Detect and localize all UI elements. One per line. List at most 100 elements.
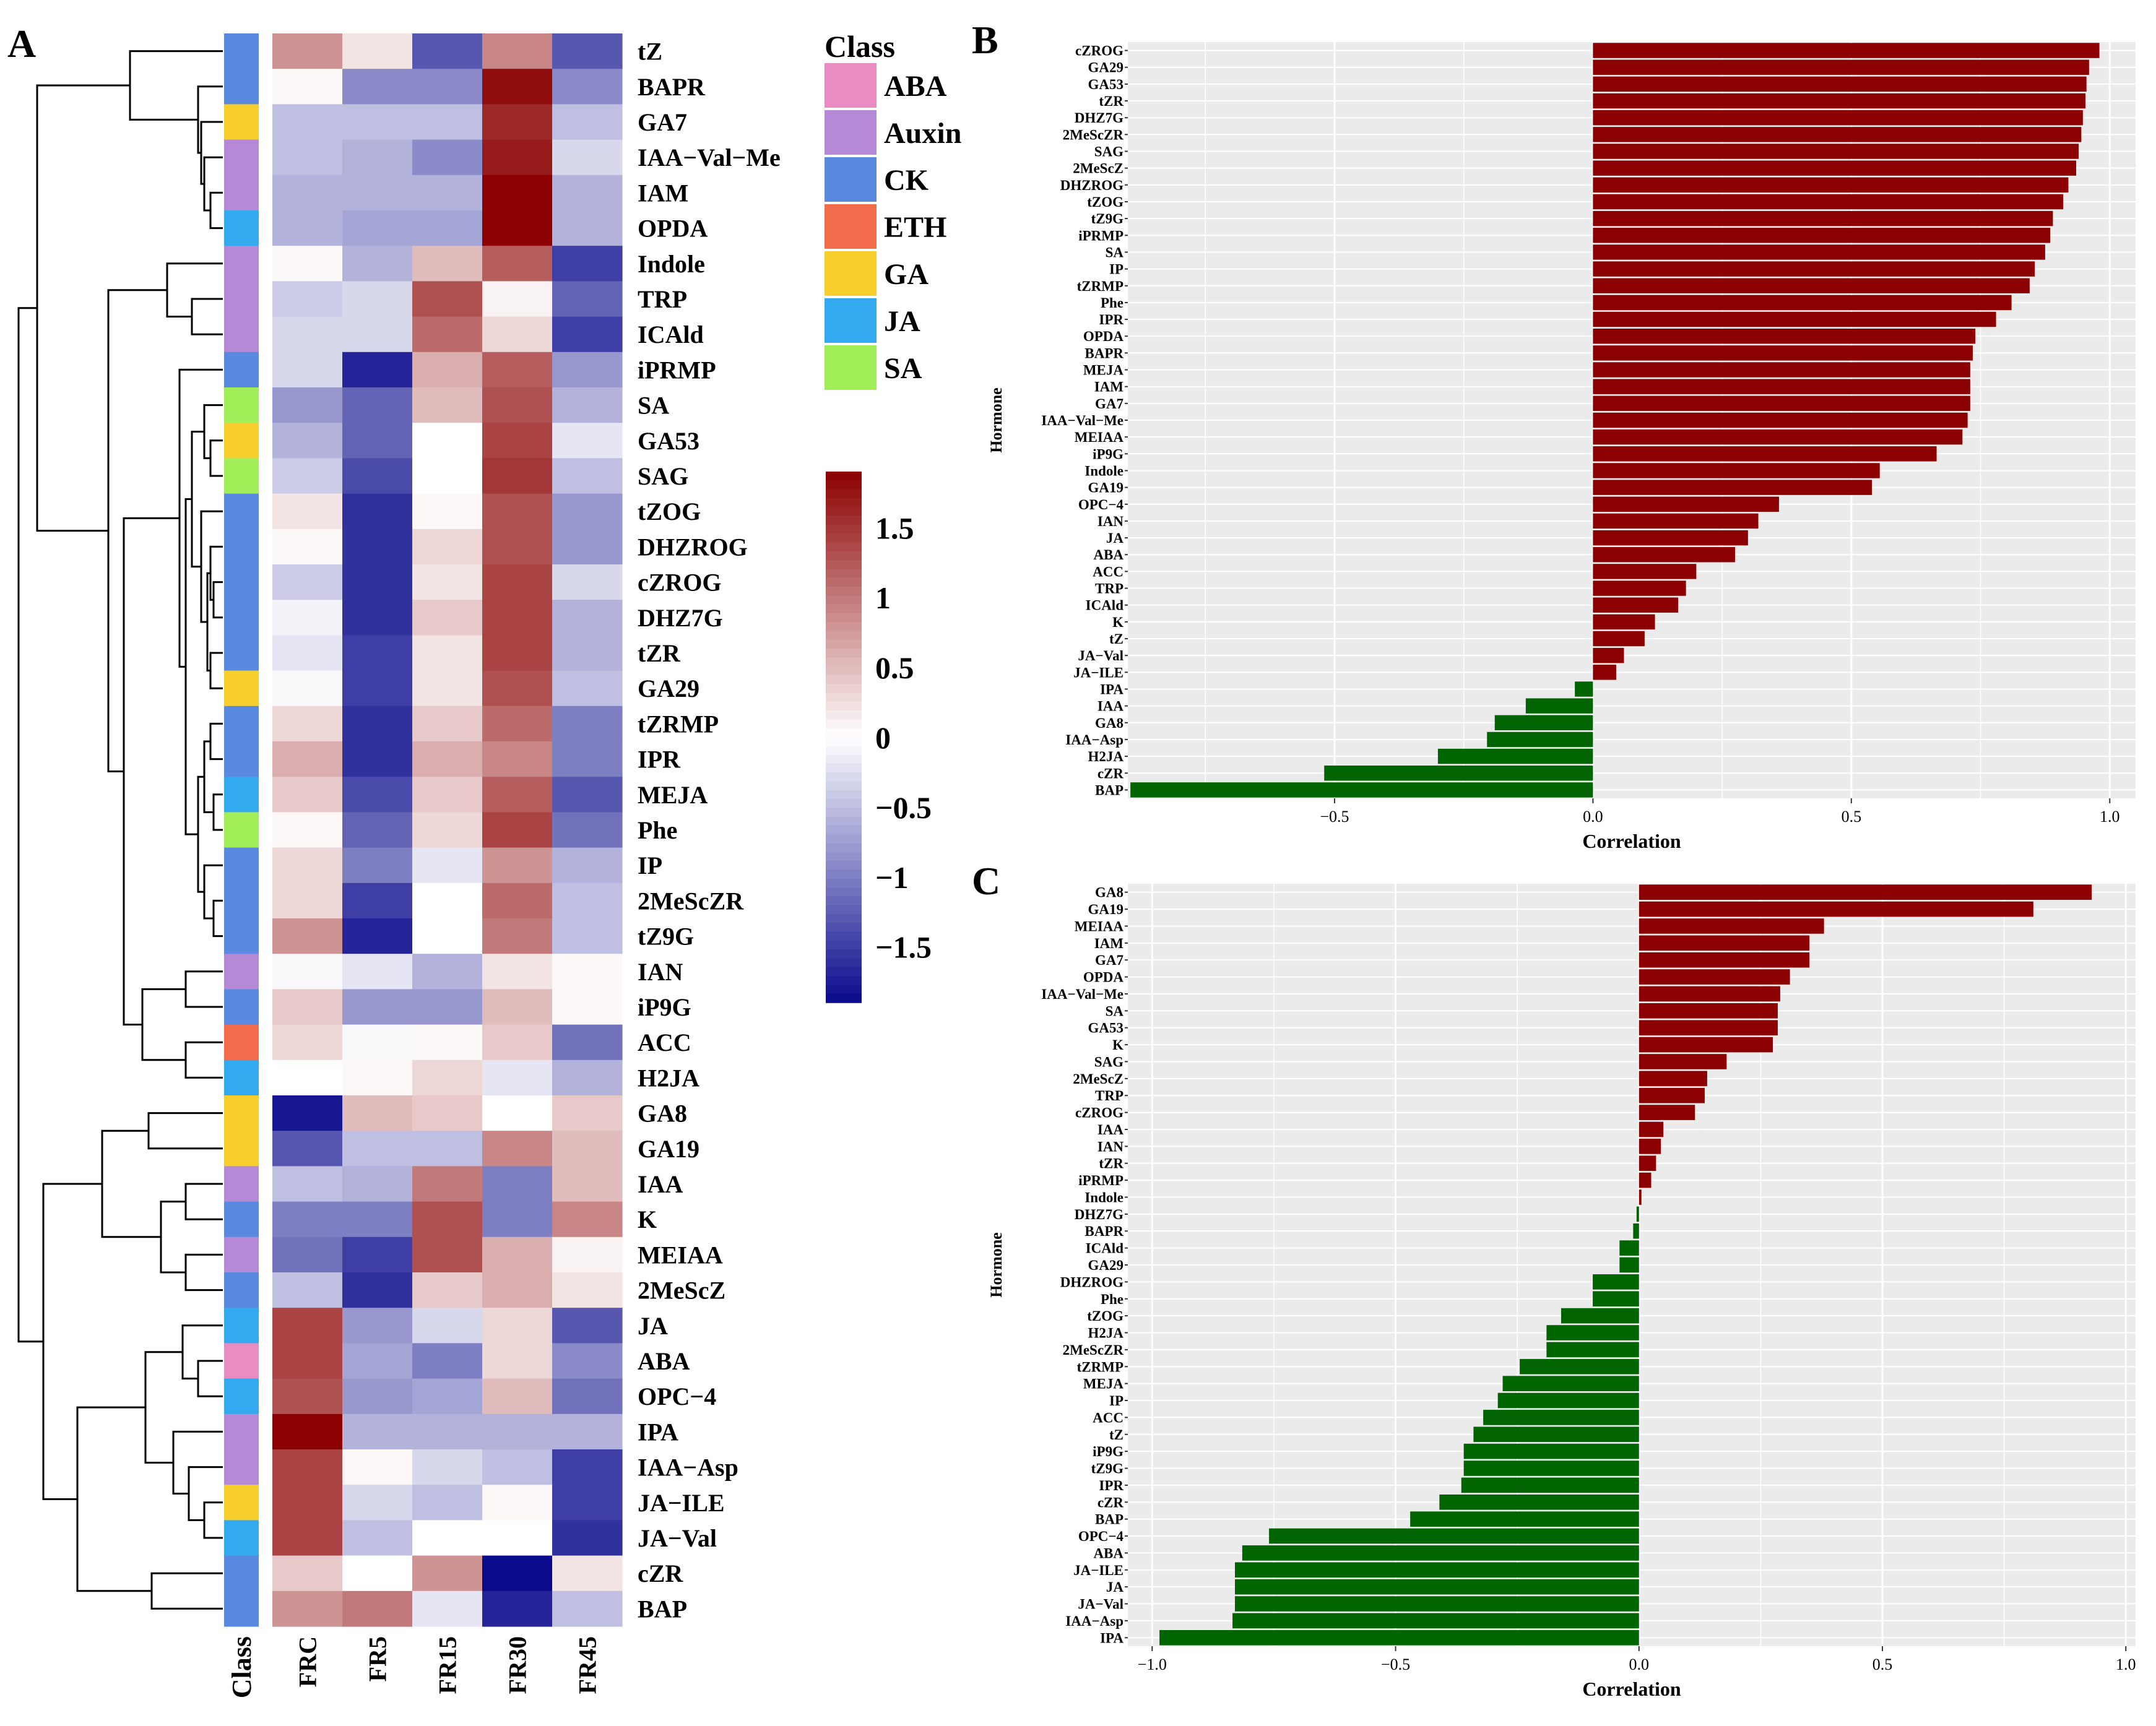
heatmap-cell [552,600,623,636]
heatmap-cell [412,954,483,990]
bar-IPA [1159,1629,1639,1646]
category-label: IPA [1100,681,1123,697]
category-label: MEIAA [1075,918,1124,934]
color-scale-step [826,940,862,950]
heatmap-cell [342,281,413,317]
heatmap-cell [412,423,483,459]
dendrogram-branch [107,289,167,772]
heatmap-cell [412,882,483,919]
bar-Phe [1593,295,2012,311]
heatmap-cell [272,918,343,954]
heatmap-cell [552,529,623,565]
heatmap-cell [272,1059,343,1096]
dendrogram-branch [141,988,186,1061]
heatmap-cell [412,670,483,707]
color-scale-step [826,569,862,579]
category-label: JA−ILE [1073,1563,1123,1578]
heatmap-cell [412,1520,483,1556]
heatmap-row-label: tZ [638,38,662,66]
bar-JA−Val [1235,1596,1639,1612]
color-scale-tick-label: −1 [875,860,909,895]
heatmap-cell [552,1378,623,1415]
heatmap-cell [482,69,553,105]
bar-2MeScZ [1593,160,2076,176]
bar-tZRMP [1593,278,2030,293]
dendrogram-branch [212,581,223,619]
heatmap-cell [272,1343,343,1379]
dendrogram-branch [184,970,223,1008]
bar-cZROG [1639,1105,1695,1120]
heatmap-column-label: FR5 [364,1636,392,1681]
bar-DHZ7G [1636,1206,1639,1222]
class-legend-label: CK [884,164,929,197]
category-label: IAA [1097,699,1124,714]
color-scale-step [826,701,862,711]
category-label: OPDA [1083,329,1124,344]
heatmap-cell [412,1059,483,1096]
color-scale-step [826,480,862,490]
bar-2MeScZR [1546,1342,1639,1358]
color-scale-step [826,639,862,649]
heatmap-row-labels: tZ BAPR GA7 IAA−Val−Me IAM OPDA Indole TRP ICAld… [638,38,781,1623]
heatmap-cell [552,954,623,990]
heatmap-cell [412,1590,483,1627]
heatmap-cell [552,882,623,919]
heatmap-cell [482,33,553,69]
dendrogram-branch [191,298,223,335]
heatmap-cell [412,493,483,530]
color-scale-step [826,675,862,684]
heatmap-cell [552,1201,623,1238]
heatmap-cell [342,1308,413,1344]
dendrogram-branch [209,191,223,230]
heatmap-cell [552,1413,623,1450]
bar-H2JA [1546,1325,1639,1340]
bar-2MeScZ [1639,1071,1707,1087]
class-cell-JA−ILE [224,1485,259,1521]
heatmap-cell [412,139,483,176]
category-label: JA−ILE [1073,665,1123,680]
heatmap-row-label: tZOG [638,498,701,525]
bar-IAA [1639,1121,1664,1137]
color-scale-tick-label: 0 [875,720,891,755]
heatmap-cell [342,1095,413,1131]
heatmap-cell [342,529,413,565]
heatmap-row-label: tZR [638,639,681,667]
heatmap-cell [342,706,413,742]
heatmap-cell [482,635,553,671]
category-label: Phe [1101,1292,1123,1307]
heatmap-cell [342,670,413,707]
heatmap-cell [552,69,623,105]
heatmap-cell [482,741,553,777]
category-label: tZ9G [1091,211,1124,227]
heatmap-cell [412,529,483,565]
bar-GA8 [1494,715,1593,731]
color-scale-step [826,843,862,853]
category-label: 2MeScZR [1063,127,1124,142]
panel-c-label: C [972,859,1000,903]
heatmap-cell [272,1590,343,1627]
category-label: IAA−Val−Me [1041,986,1123,1002]
color-scale-step [826,613,862,623]
color-scale-step [826,958,862,968]
panel-a-label: A [7,22,36,66]
heatmap-cell [482,387,553,423]
category-label: GA7 [1095,396,1123,412]
class-cell-JA−Val [224,1520,259,1556]
category-label: BAPR [1084,1223,1123,1239]
color-scale-step [826,834,862,844]
bar-H2JA [1437,748,1593,764]
heatmap-cell [412,777,483,813]
class-cell-2MeScZ [224,1272,259,1308]
color-scale-step [826,799,862,809]
bar-DHZROG [1593,177,2069,193]
heatmap-cell [482,246,553,282]
x-tick-label: −1.0 [1138,1655,1167,1673]
category-label: DHZ7G [1075,1207,1123,1222]
class-cell-ACC [224,1024,259,1061]
color-scale-step [826,763,862,773]
color-scale-step [826,533,862,543]
heatmap-cell [552,352,623,388]
heatmap-cell [272,564,343,600]
heatmap-cell [412,812,483,848]
